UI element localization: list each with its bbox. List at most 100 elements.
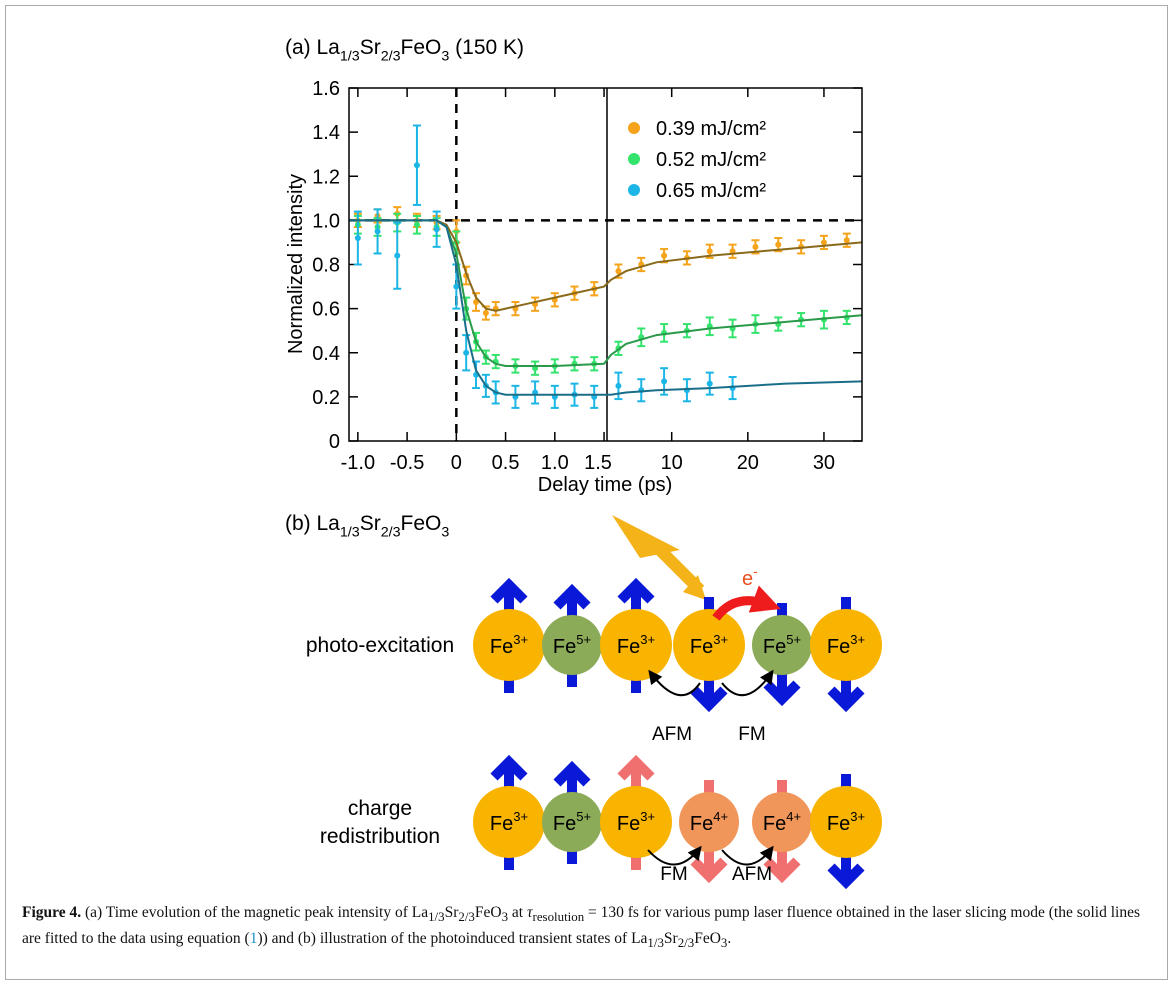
caption-text: Sr xyxy=(445,904,459,921)
x-tick-label: 1.5 xyxy=(584,452,612,474)
text-run: 3+ xyxy=(850,632,865,647)
legend-marker xyxy=(628,153,640,165)
text-run: 5+ xyxy=(786,632,801,647)
caption-text: FeO xyxy=(694,930,721,947)
y-tick-label: 0.6 xyxy=(312,299,340,321)
caption-text: at xyxy=(508,904,527,921)
text-run: Fe xyxy=(617,813,640,835)
text-run: e xyxy=(742,568,753,590)
text-run: 2/3 xyxy=(381,525,401,541)
data-point xyxy=(661,378,667,384)
data-point xyxy=(463,350,469,356)
electron-hop xyxy=(716,601,770,618)
data-point xyxy=(434,226,440,232)
text-run: 3+ xyxy=(640,809,655,824)
data-point xyxy=(414,162,420,168)
y-tick-label: 0.4 xyxy=(312,343,340,365)
text-run: 3 xyxy=(441,525,449,541)
data-point xyxy=(775,242,781,248)
y-tick-label: 1.6 xyxy=(312,78,340,100)
caption-text: 2/3 xyxy=(678,935,695,950)
text-run: Sr xyxy=(360,36,381,59)
plot-frame xyxy=(349,88,862,441)
data-point xyxy=(483,310,489,316)
electron-label: e- xyxy=(742,564,758,590)
row-label: charge xyxy=(348,797,412,820)
text-run: Fe xyxy=(617,636,640,658)
data-point xyxy=(615,383,621,389)
text-run: (a) La xyxy=(285,36,340,59)
text-run: 3+ xyxy=(513,809,528,824)
legend-marker xyxy=(628,184,640,196)
coupling-label: FM xyxy=(660,864,687,885)
text-run: Fe xyxy=(690,636,713,658)
data-point xyxy=(752,244,758,250)
y-tick-label: 0.8 xyxy=(312,255,340,277)
figure: e- (a) La1/3Sr2/3FeO3 (150 K)00.20.40.60… xyxy=(0,0,1174,895)
text-run: Fe xyxy=(553,636,576,658)
fit-line xyxy=(349,220,862,394)
text-run: 5+ xyxy=(576,809,591,824)
legend-label: 0.39 mJ/cm² xyxy=(656,118,766,140)
data-point xyxy=(375,228,381,234)
fit-line xyxy=(349,220,862,366)
data-point xyxy=(821,239,827,245)
text-run: Fe xyxy=(827,636,850,658)
text-run: 1/3 xyxy=(340,49,360,65)
text-run: 4+ xyxy=(713,809,728,824)
legend-label: 0.65 mJ/cm² xyxy=(656,180,766,202)
coupling-label: AFM xyxy=(732,864,772,885)
x-tick-label: 20 xyxy=(737,452,759,474)
caption-text: (a) Time evolution of the magnetic peak … xyxy=(81,904,428,921)
text-run: 3+ xyxy=(713,632,728,647)
row-label: redistribution xyxy=(320,825,440,848)
x-tick-label: -1.0 xyxy=(341,452,375,474)
text-run: Fe xyxy=(553,813,576,835)
text-run: (150 K) xyxy=(449,36,524,59)
diagram-title: (b) La1/3Sr2/3FeO3 xyxy=(285,512,449,541)
caption-text: 2/3 xyxy=(458,909,475,924)
coupling-label: AFM xyxy=(652,724,692,745)
text-run: Fe xyxy=(763,636,786,658)
data-point xyxy=(355,235,361,241)
text-run: FeO xyxy=(401,512,442,535)
text-run: 3 xyxy=(441,49,449,65)
caption-text: . xyxy=(727,930,731,947)
fit-line xyxy=(349,220,862,310)
x-tick-label: 0.5 xyxy=(492,452,520,474)
caption-text: )) and (b) illustration of the photoindu… xyxy=(257,930,647,947)
x-tick-label: 30 xyxy=(813,452,835,474)
data-point xyxy=(844,237,850,243)
text-run: Fe xyxy=(490,636,513,658)
x-tick-label: 0 xyxy=(451,452,462,474)
data-point xyxy=(707,248,713,254)
y-axis-label: Normalized intensity xyxy=(285,174,307,354)
coupling-label: FM xyxy=(738,724,765,745)
data-point xyxy=(707,381,713,387)
caption-text: FeO xyxy=(475,904,502,921)
coupling-arrow xyxy=(722,672,772,695)
y-tick-label: 1.2 xyxy=(312,166,340,188)
text-run: FeO xyxy=(401,36,442,59)
caption: Figure 4. (a) Time evolution of the magn… xyxy=(22,902,1152,954)
text-run: 5+ xyxy=(576,632,591,647)
y-tick-label: 0 xyxy=(329,431,340,453)
data-point xyxy=(661,253,667,259)
caption-text: 1/3 xyxy=(428,909,445,924)
text-run: Fe xyxy=(763,813,786,835)
x-tick-label: 10 xyxy=(661,452,683,474)
caption-text: resolution xyxy=(533,909,585,924)
chart-title: (a) La1/3Sr2/3FeO3 (150 K) xyxy=(285,36,524,65)
text-run: - xyxy=(753,564,758,579)
x-tick-label: 1.0 xyxy=(541,452,569,474)
x-axis-label: Delay time (ps) xyxy=(538,474,672,496)
text-run: 3+ xyxy=(640,632,655,647)
text-run: 1/3 xyxy=(340,525,360,541)
data-point xyxy=(394,253,400,259)
legend-label: 0.52 mJ/cm² xyxy=(656,149,766,171)
text-run: 4+ xyxy=(786,809,801,824)
text-run: 2/3 xyxy=(381,49,401,65)
caption-text: Sr xyxy=(664,930,678,947)
data-point xyxy=(414,222,420,228)
diagram-decoration xyxy=(612,515,706,600)
